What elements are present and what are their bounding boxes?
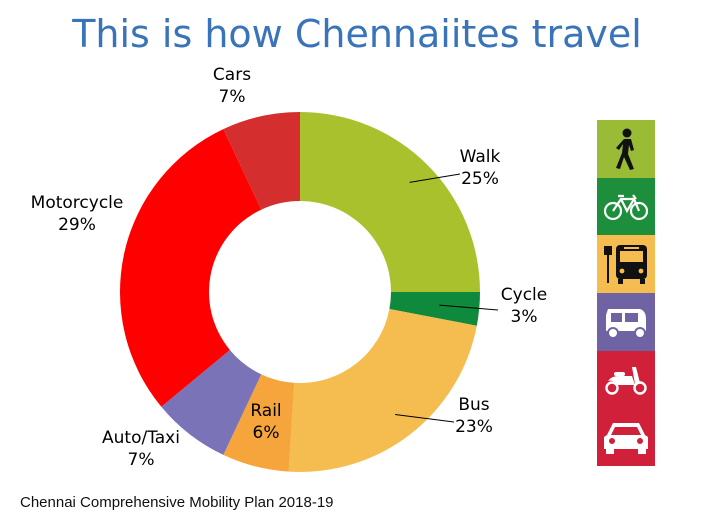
scooter-icon-cell [597, 350, 655, 409]
scooter-icon [605, 366, 647, 395]
slice-label: Cars [213, 65, 251, 85]
transport-icon-column [597, 120, 655, 467]
bus-icon [604, 245, 647, 285]
car-icon-cell [597, 408, 655, 467]
leader-line [409, 173, 461, 183]
slice-rail [223, 374, 295, 472]
slice-value-label: 3% [511, 307, 538, 327]
slice-label: Bus [458, 395, 489, 415]
slice-bus [288, 309, 477, 473]
slice-auto-taxi [161, 350, 262, 455]
slice-value-label: 25% [461, 169, 499, 189]
leader-line [439, 304, 499, 311]
leader-line [394, 414, 455, 423]
cycle-icon-cell [597, 177, 655, 236]
page-title: This is how Chennaiites travel [72, 12, 642, 56]
bus-icon-cell [597, 235, 655, 294]
auto-rickshaw-icon [606, 308, 646, 339]
car-icon [604, 423, 648, 455]
slice-motorcycle [119, 129, 262, 407]
slice-label: Cycle [501, 285, 547, 305]
slice-value-label: 29% [58, 215, 96, 235]
slice-value-label: 7% [128, 450, 155, 470]
slice-label: Walk [460, 147, 501, 167]
slice-value-label: 7% [219, 87, 246, 107]
slice-label: Motorcycle [31, 193, 124, 213]
auto-icon-cell [597, 293, 655, 351]
walking-person-icon [616, 128, 634, 170]
slice-value-label: 23% [455, 417, 493, 437]
bicycle-icon [603, 193, 649, 220]
source-note: Chennai Comprehensive Mobility Plan 2018… [20, 494, 334, 511]
slice-value-label: 6% [253, 423, 280, 443]
slice-label: Rail [250, 401, 281, 421]
slice-label: Auto/Taxi [102, 428, 180, 448]
slice-walk [300, 112, 480, 292]
slice-cycle [389, 292, 480, 326]
slice-cars [223, 112, 300, 210]
walk-icon-cell [597, 120, 655, 178]
